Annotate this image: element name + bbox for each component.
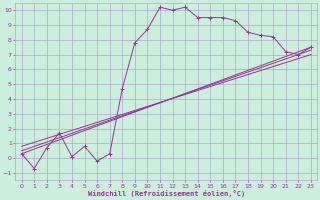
X-axis label: Windchill (Refroidissement éolien,°C): Windchill (Refroidissement éolien,°C) <box>88 190 245 197</box>
